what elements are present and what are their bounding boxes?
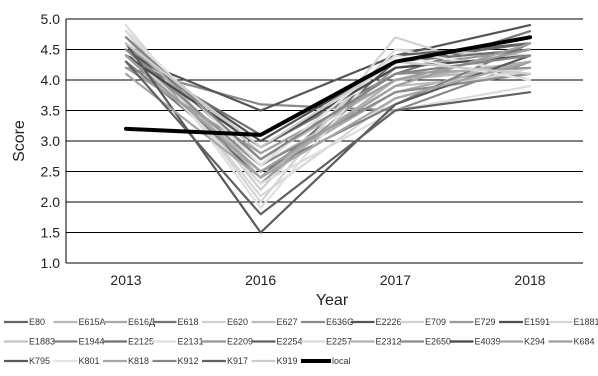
legend-label: E1883 <box>29 337 55 347</box>
legend-label: K294 <box>524 337 545 347</box>
legend: E80 E615A E616Д E618 E620 E627 E636C E2226 E709 E… <box>4 317 598 366</box>
legend-item: E2257 <box>301 337 352 347</box>
legend-label: E2125 <box>128 337 154 347</box>
legend-label: K818 <box>128 356 149 366</box>
x-tick-label: 2016 <box>245 272 276 288</box>
legend-item: E2650 <box>400 337 451 347</box>
legend-item: E627 <box>251 317 298 327</box>
legend-label: K919 <box>277 356 298 366</box>
legend-item: E2312 <box>350 337 402 347</box>
series-line-K917 <box>124 60 532 216</box>
legend-label: K912 <box>178 356 199 366</box>
legend-item: E1591 <box>499 317 550 327</box>
legend-label: local <box>332 356 351 366</box>
y-tick-label: 4.5 <box>41 42 61 58</box>
legend-label: E2131 <box>178 337 204 347</box>
legend-item: K917 <box>202 356 248 366</box>
series-line-K912 <box>124 36 532 161</box>
legend-item: E1944 <box>53 337 105 347</box>
legend-item: K919 <box>251 356 298 366</box>
legend-item: E620 <box>202 317 248 327</box>
legend-item: K684 <box>548 337 595 347</box>
legend-label: E616Д <box>128 317 155 327</box>
y-tick-label: 1.0 <box>41 255 61 271</box>
x-axis-title: Year <box>316 292 349 309</box>
series-line-E2257 <box>124 48 532 185</box>
legend-item: E615A <box>53 317 106 327</box>
legend-item: K294 <box>499 337 545 347</box>
legend-label: E80 <box>29 317 45 327</box>
legend-label: E627 <box>277 317 298 327</box>
legend-label: K684 <box>574 337 595 347</box>
legend-label: E620 <box>227 317 248 327</box>
legend-item: E729 <box>449 317 496 327</box>
legend-item: E2125 <box>103 337 154 347</box>
x-tick-label: 2018 <box>514 272 545 288</box>
y-tick-label: 2.5 <box>41 164 61 180</box>
legend-label: E729 <box>475 317 496 327</box>
x-tick-label: 2017 <box>380 272 411 288</box>
y-tick-label: 3.5 <box>41 103 61 119</box>
legend-label: E1881 <box>574 317 598 327</box>
y-tick-label: 1.5 <box>41 225 61 241</box>
series-line-K818 <box>124 60 532 179</box>
legend-item: K795 <box>4 356 50 366</box>
y-tick-label: 4.0 <box>41 72 61 88</box>
legend-label: E2650 <box>425 337 451 347</box>
legend-label: E636C <box>326 317 354 327</box>
legend-item: E80 <box>4 317 45 327</box>
y-axis-title: Score <box>11 120 28 162</box>
legend-item: local <box>301 356 351 366</box>
legend-item: E2209 <box>202 337 253 347</box>
legend-label: E4039 <box>475 337 501 347</box>
legend-label: E615A <box>79 317 106 327</box>
y-tick-labels: 1.0 1.5 2.0 2.5 3.0 3.5 4.0 4.5 5.0 <box>41 11 61 271</box>
legend-label: E2254 <box>277 337 303 347</box>
legend-item: E2254 <box>251 337 303 347</box>
legend-item: K912 <box>152 356 199 366</box>
y-tick-label: 2.0 <box>41 194 61 210</box>
legend-label: E618 <box>178 317 199 327</box>
legend-item: E1881 <box>548 317 598 327</box>
legend-label: K795 <box>29 356 50 366</box>
legend-label: E2257 <box>326 337 352 347</box>
legend-item: E2226 <box>350 317 402 327</box>
legend-label: E709 <box>425 317 446 327</box>
y-tick-label: 3.0 <box>41 133 61 149</box>
series-lines <box>124 24 532 234</box>
series-line-local <box>124 35 532 137</box>
legend-item: E1883 <box>4 337 55 347</box>
legend-item: E709 <box>400 317 446 327</box>
series-line-E2226 <box>124 24 532 112</box>
legend-label: E1944 <box>79 337 105 347</box>
legend-item: E618 <box>152 317 199 327</box>
legend-label: E2312 <box>376 337 402 347</box>
legend-label: E1591 <box>524 317 550 327</box>
legend-item: E4039 <box>449 337 501 347</box>
legend-item: E616Д <box>103 317 155 327</box>
legend-label: K917 <box>227 356 248 366</box>
x-tick-labels: 2013 2016 2017 2018 <box>110 272 545 288</box>
legend-item: K801 <box>53 356 100 366</box>
legend-item: E2131 <box>152 337 204 347</box>
x-tick-label: 2013 <box>110 272 141 288</box>
series-line-E4039 <box>124 54 532 149</box>
legend-label: E2226 <box>376 317 402 327</box>
legend-label: E2209 <box>227 337 253 347</box>
legend-item: E636C <box>301 317 354 327</box>
series-line-K919 <box>124 42 532 149</box>
legend-label: K801 <box>79 356 100 366</box>
y-tick-label: 5.0 <box>41 11 61 27</box>
legend-item: K818 <box>103 356 149 366</box>
